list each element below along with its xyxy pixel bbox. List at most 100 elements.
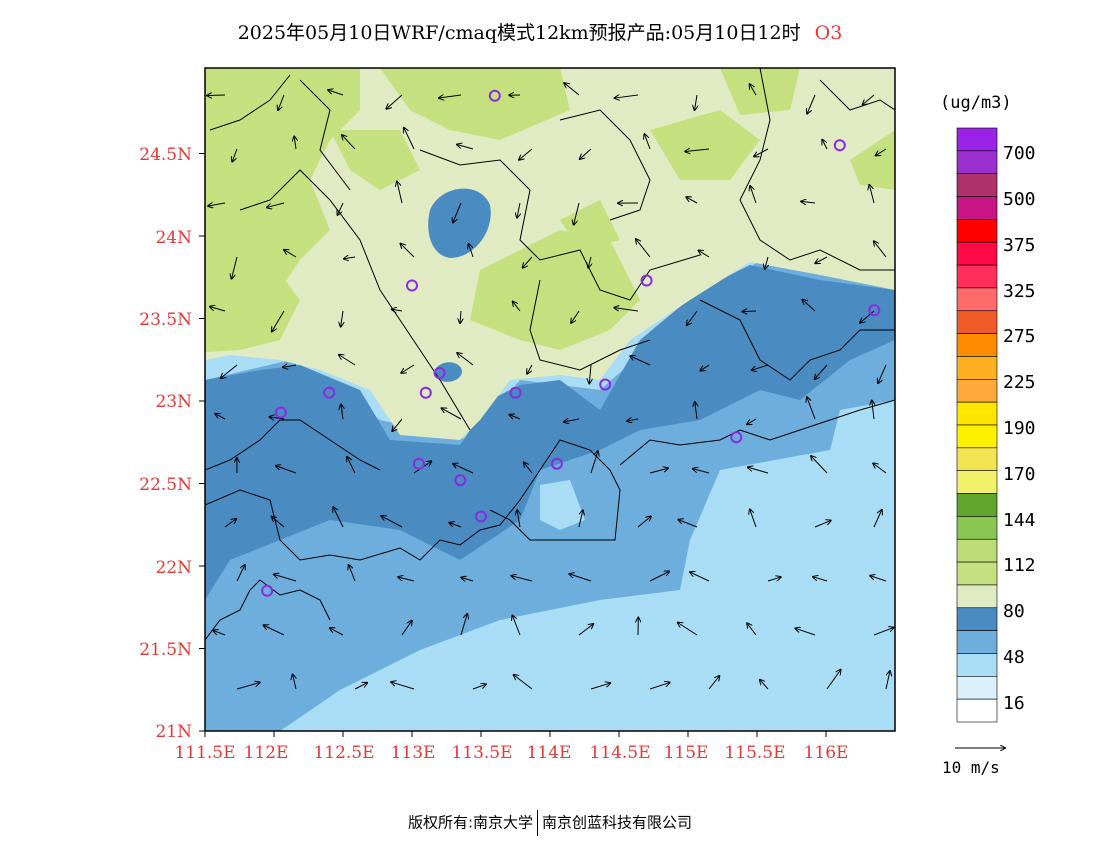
wind-arrow [760,680,769,690]
wind-arrow [342,135,356,150]
boundary-4 [529,279,651,371]
legend-swatch [956,379,998,403]
wind-arrow [513,302,521,312]
wind-arrow [524,462,533,474]
title-main: 2025年05月10日WRF/cmaq模式12km预报产品:05月10日12时 [237,22,801,44]
longitude-labels: 111.5E 112E 112.5E 113E 113.5E 114E 114.… [174,743,848,763]
wind-arrow [750,186,757,204]
wind-arrow [750,84,757,96]
legend-swatch [956,516,998,540]
wind-arrow [695,402,697,420]
station-marker [730,431,743,444]
legend-label: 225 [1003,372,1036,393]
wind-arrow [750,509,757,528]
boundary-7 [699,299,895,381]
station-marker [640,274,653,287]
legend-label: 500 [1003,189,1036,210]
station-marker [412,457,425,470]
legend-swatch [956,127,998,152]
wind-arrow [569,574,592,582]
wind-arrow [215,414,226,420]
fill-blob-north [428,188,491,258]
wind-arrow [637,516,651,528]
station-marker [509,386,522,399]
legend-swatch [956,493,998,517]
fill-112-128-f [650,110,760,180]
wind-arrow [232,256,238,279]
wind-arrow [747,623,757,636]
legend-swatch [956,196,998,220]
wind-arrow [232,148,238,162]
wind-arrow [590,683,610,690]
wind-arrow [208,203,226,206]
legend-label: 325 [1003,281,1036,302]
legend-swatch [956,630,998,654]
wind-arrow [564,419,580,422]
legend-swatch [956,607,998,631]
legend-swatch [956,561,998,586]
wind-arrow [807,397,816,420]
legend-label: 275 [1003,326,1036,347]
fill-112-128-e [380,68,570,140]
legend-swatch [956,470,998,494]
wind-arrow [627,419,639,421]
wind-arrow [807,94,816,114]
legend-labels: 700 500 375 325 275 225 190 170 144 112 … [1003,143,1036,714]
lat-label: 22N [155,558,192,578]
wind-arrow [354,683,367,690]
wind-arrow [649,571,669,582]
legend-swatch [956,447,998,471]
boundary-8 [205,419,381,471]
fill-112-128-a [205,68,360,290]
fill-112-128-h [850,130,895,190]
wind-arrow [678,623,698,636]
wind-arrow [885,671,890,690]
wind-arrow [802,300,816,312]
wind-arrow [449,523,462,528]
wind-arrow [517,510,520,528]
legend-label: 700 [1003,143,1036,164]
lon-label: 113.5E [451,743,512,763]
wind-arrow [510,415,521,420]
coastline-west [205,439,621,561]
lon-label: 112E [244,743,289,763]
wind-arrow [330,628,344,636]
wind-arrow [873,628,894,636]
wind-arrow [349,565,356,582]
wind-arrow [811,456,828,474]
wind-arrow [224,519,236,528]
wind-arrow [649,683,670,690]
wind-arrow [754,148,769,156]
lat-label: 21.5N [139,640,192,660]
legend-swatch [956,676,998,700]
fill-112-128-c [330,130,420,190]
wind-arrow [293,675,296,690]
wind-arrow [690,572,710,582]
wind-arrow [512,576,533,582]
legend-label: 170 [1003,464,1036,485]
station-marker [433,366,446,379]
wind-arrow [695,94,697,110]
concentration-fill [205,68,895,731]
lat-label: 24.5N [139,145,192,165]
boundary-3 [419,149,701,301]
legend-unit: (ug/m3) [940,93,1012,113]
wind-arrow [236,683,260,690]
wind-arrow [700,364,710,371]
wind-arrow [460,310,461,323]
fill-estuary [540,480,585,530]
wind-arrow [748,467,769,474]
wind-arrow [453,202,462,222]
legend-swatch [956,653,998,677]
lat-label: 24N [155,228,192,248]
lon-label: 116E [804,743,849,763]
wind-arrow [874,241,887,258]
wind-arrow [401,364,415,373]
wind-arrow [869,185,875,204]
axis-ticks [199,153,827,737]
wind-key-label: 10 m/s [942,758,1000,777]
wind-arrow [644,134,651,150]
wind-arrow [341,310,343,327]
wind-arrow [767,577,781,582]
